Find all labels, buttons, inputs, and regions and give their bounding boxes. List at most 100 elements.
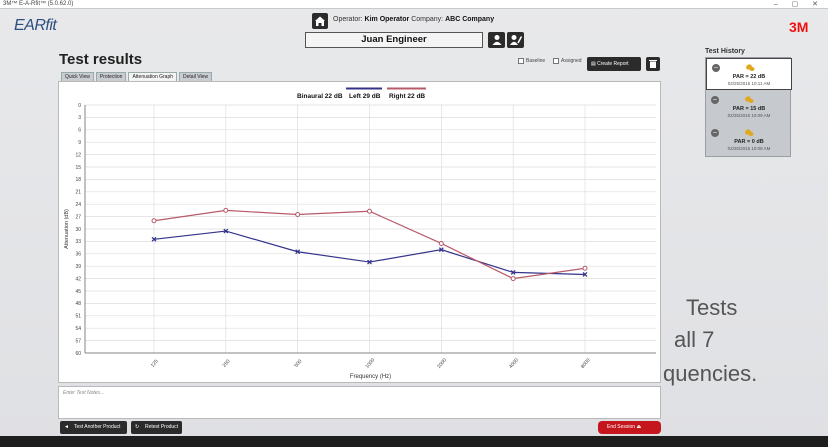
y-tick-label: 24 bbox=[75, 202, 81, 208]
y-tick-label: 27 bbox=[75, 214, 81, 220]
data-point bbox=[367, 208, 372, 214]
x-tick-label: 250 bbox=[222, 358, 232, 368]
3m-logo: 3M bbox=[789, 19, 809, 35]
legend-right: Right 22 dB bbox=[389, 93, 425, 100]
data-point bbox=[223, 228, 229, 234]
earplug-icon bbox=[745, 96, 754, 103]
collapse-icon[interactable]: – bbox=[711, 129, 719, 137]
data-point bbox=[438, 240, 444, 246]
history-item[interactable]: – PAR = 22 dB 02/25/2015 10:11 AM bbox=[706, 58, 792, 90]
y-tick-label: 15 bbox=[75, 165, 81, 171]
x-tick-label: 2000 bbox=[436, 357, 448, 370]
y-tick-label: 12 bbox=[75, 152, 81, 158]
chart-legend: Binaural 22 dB Left 29 dB Right 22 dB bbox=[297, 87, 426, 100]
exit-icon: ⏏ bbox=[635, 424, 642, 430]
history-date: 02/25/2015 10:08 AM bbox=[727, 146, 771, 151]
create-report-button[interactable]: ▤ Create Report bbox=[587, 57, 641, 71]
home-button[interactable] bbox=[312, 13, 328, 29]
y-tick-label: 0 bbox=[78, 103, 81, 109]
operator-name: Kim Operator bbox=[364, 16, 410, 23]
y-tick-label: 30 bbox=[75, 227, 81, 233]
data-point bbox=[510, 276, 516, 282]
y-tick-label: 36 bbox=[75, 252, 81, 258]
checkbox-box[interactable] bbox=[553, 58, 559, 64]
delete-button[interactable] bbox=[646, 57, 660, 71]
attenuation-chart-panel: Binaural 22 dB Left 29 dB Right 22 dB At… bbox=[58, 81, 661, 383]
select-user-button[interactable] bbox=[488, 32, 505, 48]
y-tick-label: 18 bbox=[75, 177, 81, 183]
data-point bbox=[151, 218, 157, 224]
end-session-button[interactable]: End Session ⏏ bbox=[598, 421, 661, 434]
page-title: Test results bbox=[59, 51, 143, 68]
data-point bbox=[438, 247, 444, 253]
user-edit-icon bbox=[510, 35, 523, 45]
legend-left: Left 29 dB bbox=[349, 93, 381, 100]
patient-name[interactable]: Juan Engineer bbox=[305, 32, 483, 48]
assigned-checkbox[interactable]: Assigned bbox=[553, 58, 582, 64]
home-icon bbox=[315, 16, 325, 26]
test-another-product-button[interactable]: ◄ Test Another Product bbox=[60, 421, 127, 434]
earfit-logo: EARfit bbox=[14, 17, 57, 34]
y-tick-label: 42 bbox=[75, 276, 81, 282]
y-tick-label: 45 bbox=[75, 289, 81, 295]
data-point bbox=[582, 272, 588, 277]
collapse-icon[interactable]: – bbox=[711, 96, 719, 104]
test-history-panel: – PAR = 22 dB 02/25/2015 10:11 AM – PAR … bbox=[705, 57, 792, 157]
test-history-label: Test History bbox=[705, 48, 745, 55]
y-tick-label: 57 bbox=[75, 338, 81, 344]
window-controls[interactable]: – ▢ ✕ bbox=[773, 1, 824, 8]
y-tick-label: 51 bbox=[75, 314, 81, 320]
x-tick-label: 8000 bbox=[580, 357, 592, 370]
company-name: ABC Company bbox=[445, 16, 495, 23]
x-tick-label: 500 bbox=[293, 358, 303, 368]
checkbox-box[interactable] bbox=[518, 58, 524, 64]
data-point bbox=[151, 236, 157, 242]
x-axis-label: Frequency (Hz) bbox=[350, 374, 391, 380]
earplug-icon bbox=[746, 64, 755, 71]
window-title: 3M™ E-A-Rfit™ (5.0.62.0) bbox=[3, 1, 74, 7]
legend-binaural: Binaural 22 dB bbox=[297, 93, 343, 100]
history-date: 02/25/2015 10:09 AM bbox=[727, 113, 771, 118]
promo-text-3: quencies. bbox=[663, 361, 758, 386]
back-arrow-icon: ◄ bbox=[64, 424, 69, 430]
y-tick-label: 9 bbox=[78, 140, 81, 146]
trash-icon bbox=[649, 60, 657, 68]
y-tick-label: 39 bbox=[75, 264, 81, 270]
history-item[interactable]: – PAR = 15 dB 02/25/2015 10:09 AM bbox=[706, 91, 792, 124]
edit-user-button[interactable] bbox=[507, 32, 524, 48]
data-point bbox=[367, 259, 372, 265]
data-point bbox=[582, 265, 588, 271]
earplug-icon bbox=[745, 129, 754, 136]
user-select-icon bbox=[492, 35, 502, 45]
y-tick-label: 54 bbox=[75, 326, 81, 332]
data-point bbox=[223, 207, 229, 213]
y-tick-label: 21 bbox=[75, 190, 81, 196]
promo-text-1: Tests bbox=[686, 295, 738, 320]
data-point bbox=[510, 269, 516, 275]
promo-text-2: all 7 bbox=[674, 327, 715, 352]
x-tick-label: 1000 bbox=[364, 357, 376, 370]
attenuation-chart: Binaural 22 dB Left 29 dB Right 22 dB At… bbox=[64, 87, 656, 380]
history-item[interactable]: – PAR = 0 dB 02/25/2015 10:08 AM bbox=[706, 124, 792, 157]
test-notes-input[interactable]: Enter Test Notes... bbox=[58, 386, 661, 419]
history-date: 02/25/2015 10:11 AM bbox=[727, 81, 771, 86]
history-par: PAR = 22 dB bbox=[732, 74, 766, 80]
x-tick-label: 4000 bbox=[508, 357, 520, 370]
retest-icon: ↻ bbox=[135, 424, 140, 430]
operator-info: Operator: Kim Operator Company: ABC Comp… bbox=[333, 16, 495, 23]
retest-product-button[interactable]: ↻ Retest Product bbox=[131, 421, 182, 434]
bottom-strip bbox=[0, 436, 828, 447]
y-axis-label: Attenuation (dB) bbox=[64, 209, 70, 249]
history-par: PAR = 15 dB bbox=[732, 106, 766, 112]
collapse-icon[interactable]: – bbox=[712, 64, 720, 72]
baseline-checkbox[interactable]: Baseline bbox=[518, 58, 545, 64]
x-tick-label: 125 bbox=[150, 358, 160, 368]
y-tick-label: 33 bbox=[75, 239, 81, 245]
y-tick-label: 6 bbox=[78, 128, 81, 134]
y-tick-label: 48 bbox=[75, 301, 81, 307]
y-tick-label: 3 bbox=[78, 115, 81, 121]
y-tick-label: 60 bbox=[75, 351, 81, 357]
data-point bbox=[295, 249, 301, 255]
report-icon: ▤ bbox=[591, 61, 598, 67]
window-titlebar: 3M™ E-A-Rfit™ (5.0.62.0) – ▢ ✕ bbox=[0, 0, 828, 9]
